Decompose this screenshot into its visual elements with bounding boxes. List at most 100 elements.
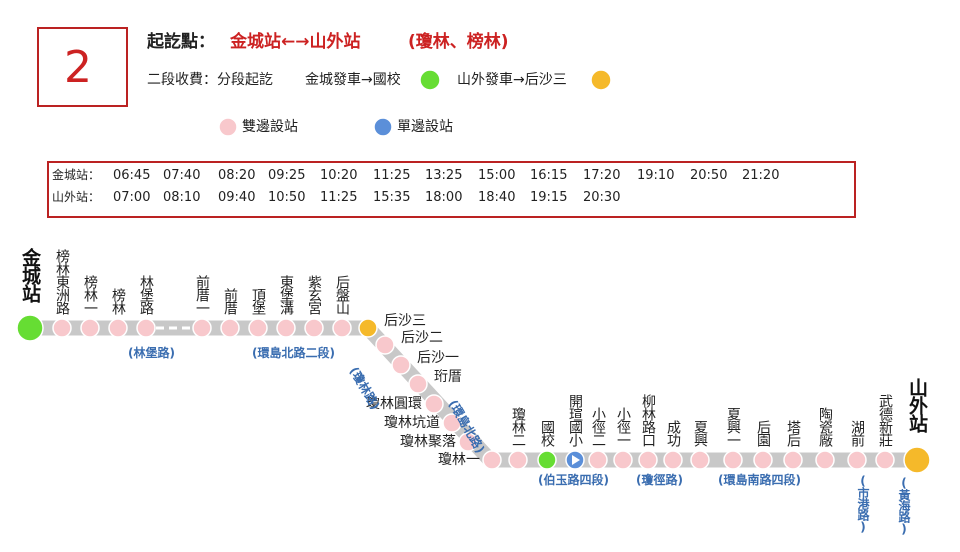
- stop: [391, 355, 411, 375]
- schedule-time: 13:25: [425, 168, 463, 183]
- schedule-time: 09:25: [268, 168, 306, 183]
- terminal-label: 山外站: [906, 378, 928, 432]
- schedule-box: [47, 161, 856, 218]
- stop-label: 武德新莊: [877, 394, 893, 446]
- legend-single-dot: [373, 117, 393, 137]
- stop-label: 小徑一: [615, 407, 631, 446]
- legend-both-dot: [218, 117, 238, 137]
- stop-label: 湖前: [849, 420, 865, 446]
- stop: [903, 446, 931, 474]
- stop-label: 瓊林坑道: [384, 415, 440, 431]
- legend-single: 單邊設站: [397, 119, 453, 135]
- schedule-time: 18:00: [425, 190, 463, 205]
- route-number: 2: [64, 42, 92, 93]
- stop-label: 后沙三: [384, 313, 426, 329]
- schedule-time: 19:10: [637, 168, 675, 183]
- stop-label: 榜林一: [82, 275, 98, 314]
- stop: [663, 450, 683, 470]
- route-via: (瓊林、榜林): [408, 32, 509, 52]
- schedule-time: 21:20: [742, 168, 780, 183]
- terminal-label: 金城站: [19, 248, 41, 302]
- stop-label: 榜林東洲路: [54, 249, 70, 314]
- zone2-dot: [590, 69, 612, 91]
- stop-label: 瓊林一: [438, 452, 480, 468]
- fare-zone2: 山外發車→后沙三: [457, 72, 567, 88]
- stop: [783, 450, 803, 470]
- stop: [424, 394, 444, 414]
- schedule-time: 11:25: [320, 190, 358, 205]
- schedule-time: 07:40: [163, 168, 201, 183]
- schedule-time: 06:45: [113, 168, 151, 183]
- stop-label: 成功: [665, 420, 681, 446]
- stop: [192, 318, 212, 338]
- schedule-time: 20:30: [583, 190, 621, 205]
- stop-label: 國校: [539, 420, 555, 446]
- direction-arrow: [572, 455, 580, 465]
- stop-label: 夏興一: [725, 407, 741, 446]
- stop: [638, 450, 658, 470]
- road-label: (市港路): [856, 474, 870, 533]
- schedule-time: 20:50: [690, 168, 728, 183]
- stop-label: 后盤山: [334, 275, 350, 314]
- stop-label: 后沙一: [417, 350, 459, 366]
- start-label: 起訖點：: [147, 32, 215, 52]
- stop-label: 瓊林二: [510, 407, 526, 446]
- stop-label: 柳林路口: [640, 394, 656, 446]
- stop-label: 紫玄宮: [306, 275, 322, 314]
- schedule-time: 17:20: [583, 168, 621, 183]
- schedule-station: 山外站：: [52, 190, 101, 204]
- zone1-dot: [419, 69, 441, 91]
- stop-label: 珩厝: [434, 369, 462, 385]
- stop-label: 瓊林聚落: [400, 434, 456, 450]
- schedule-time: 16:15: [530, 168, 568, 183]
- stop: [723, 450, 743, 470]
- schedule-time: 09:40: [218, 190, 256, 205]
- road-label: (林堡路): [128, 346, 175, 360]
- stop: [80, 318, 100, 338]
- stop: [16, 314, 44, 342]
- schedule-station: 金城站：: [52, 168, 101, 182]
- stop-label: 開瑄國小: [567, 394, 583, 446]
- route-box: [37, 27, 128, 107]
- schedule-time: 18:40: [478, 190, 516, 205]
- stop-label: 后沙二: [401, 330, 443, 346]
- road-label: (伯玉路四段): [538, 473, 609, 487]
- schedule-time: 15:35: [373, 190, 411, 205]
- road-label: (環島南路四段): [718, 473, 801, 487]
- stop: [358, 318, 378, 338]
- stop: [588, 450, 608, 470]
- schedule-time: 15:00: [478, 168, 516, 183]
- stop-label: 榜林: [110, 288, 126, 314]
- stop-label: 瓊林圓環: [366, 396, 422, 412]
- stop-label: 小徑二: [590, 407, 606, 446]
- stop: [690, 450, 710, 470]
- stop: [136, 318, 156, 338]
- stop: [108, 318, 128, 338]
- stop-label: 林堡路: [138, 275, 154, 314]
- schedule-time: 08:20: [218, 168, 256, 183]
- schedule-time: 07:00: [113, 190, 151, 205]
- fare-zone1: 金城發車→國校: [305, 72, 401, 88]
- stop: [220, 318, 240, 338]
- road-label: (環島北路二段): [252, 346, 335, 360]
- stop: [375, 335, 395, 355]
- stop: [847, 450, 867, 470]
- stop: [482, 450, 502, 470]
- stop: [248, 318, 268, 338]
- stop: [304, 318, 324, 338]
- stop: [458, 432, 478, 452]
- road-label: (瓊徑路): [636, 473, 683, 487]
- stop: [52, 318, 72, 338]
- stop-label: 頂堡: [250, 288, 266, 314]
- schedule-time: 10:50: [268, 190, 306, 205]
- stop-label: 塔后: [785, 420, 801, 446]
- stop-label: 夏興: [692, 420, 708, 446]
- stop: [332, 318, 352, 338]
- stop-label: 前厝一: [194, 275, 210, 314]
- fare-label: 二段收費：分段起訖: [147, 72, 273, 88]
- road-label: (黃海路): [897, 476, 911, 535]
- schedule-time: 19:15: [530, 190, 568, 205]
- stop-label: 東堡溝: [278, 275, 294, 314]
- stop-label: 陶瓷廠: [817, 407, 833, 446]
